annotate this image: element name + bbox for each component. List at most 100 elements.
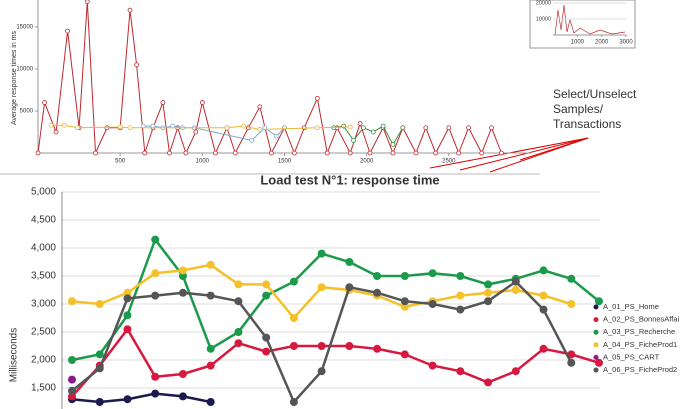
series-line xyxy=(37,1,502,155)
point xyxy=(484,280,493,289)
point xyxy=(373,344,382,353)
point xyxy=(262,280,271,289)
point xyxy=(367,150,373,156)
point xyxy=(345,342,354,350)
inset-trace xyxy=(554,4,626,36)
point xyxy=(193,129,199,135)
y-tick-label: 2,500 xyxy=(31,327,56,338)
point xyxy=(257,104,263,110)
point xyxy=(123,325,132,334)
point xyxy=(567,358,576,367)
point xyxy=(123,294,132,303)
point xyxy=(433,150,439,156)
y-tick-label: 1,500 xyxy=(31,383,56,394)
point xyxy=(257,127,263,132)
point xyxy=(511,286,520,294)
point xyxy=(123,311,132,320)
point xyxy=(595,297,603,306)
point xyxy=(262,347,271,356)
point xyxy=(104,125,110,131)
point xyxy=(178,266,187,275)
point xyxy=(123,288,132,297)
legend-swatch xyxy=(593,354,599,360)
point xyxy=(345,258,354,266)
point xyxy=(232,150,238,156)
point xyxy=(456,272,465,280)
point xyxy=(539,291,548,300)
point xyxy=(95,398,104,406)
point xyxy=(35,150,41,156)
series-line xyxy=(333,125,404,146)
point xyxy=(234,297,243,306)
point xyxy=(499,150,504,156)
point xyxy=(42,100,47,105)
point xyxy=(262,333,271,342)
point xyxy=(68,297,76,306)
point xyxy=(134,62,140,68)
legend-swatch xyxy=(593,317,599,323)
point xyxy=(511,277,520,286)
point xyxy=(567,300,576,308)
point xyxy=(68,356,76,364)
point xyxy=(117,124,123,130)
point xyxy=(160,100,166,105)
point xyxy=(268,150,274,156)
point xyxy=(151,389,160,398)
point xyxy=(199,100,205,105)
point xyxy=(479,150,485,156)
point xyxy=(95,350,104,359)
point xyxy=(390,142,396,147)
point xyxy=(347,124,353,130)
point xyxy=(446,125,452,131)
y-tick-label: 5,000 xyxy=(31,187,56,198)
point xyxy=(400,302,409,311)
point xyxy=(151,291,160,300)
legend-label: A_03_PS_Recherche xyxy=(603,327,675,336)
point xyxy=(400,297,409,306)
x-tick-label: 2000 xyxy=(360,159,374,165)
point xyxy=(61,122,67,128)
point xyxy=(484,288,493,297)
point xyxy=(262,291,271,300)
inset-x-label: 3000 xyxy=(619,40,633,46)
point xyxy=(351,137,356,143)
point xyxy=(93,150,98,156)
legend-label: A_06_PS_FicheProd2 xyxy=(603,365,677,374)
point xyxy=(511,367,520,376)
series-line xyxy=(71,392,211,404)
annotation-line: Transactions xyxy=(553,117,621,131)
y-tick-label: 3,500 xyxy=(31,271,56,282)
y-axis-label: Average response times in ms xyxy=(11,30,18,125)
point xyxy=(567,274,576,283)
y-tick-label: 10000 xyxy=(16,67,33,73)
y-tick-label: 15000 xyxy=(16,24,33,30)
point xyxy=(289,398,298,406)
point xyxy=(489,125,494,131)
series-line xyxy=(51,124,351,130)
series-line xyxy=(71,326,600,398)
point xyxy=(289,342,298,350)
y-axis-label: Milliseconds xyxy=(9,328,20,382)
point xyxy=(68,375,76,384)
point xyxy=(456,291,465,300)
point xyxy=(206,361,215,370)
point xyxy=(183,150,189,156)
point xyxy=(123,395,132,404)
legend-label: A_01_PS_Home xyxy=(603,302,659,311)
point xyxy=(357,121,363,126)
point xyxy=(84,0,90,5)
legend-label: A_04_PS_FicheProd1 xyxy=(603,340,677,349)
point xyxy=(151,235,160,244)
point xyxy=(241,123,246,129)
x-tick-label: 500 xyxy=(115,159,126,165)
point xyxy=(206,260,215,269)
point xyxy=(380,123,386,129)
point xyxy=(178,392,187,401)
point xyxy=(413,150,419,156)
point xyxy=(345,283,354,292)
series-line xyxy=(71,279,573,405)
point xyxy=(456,305,465,314)
point xyxy=(206,344,215,353)
